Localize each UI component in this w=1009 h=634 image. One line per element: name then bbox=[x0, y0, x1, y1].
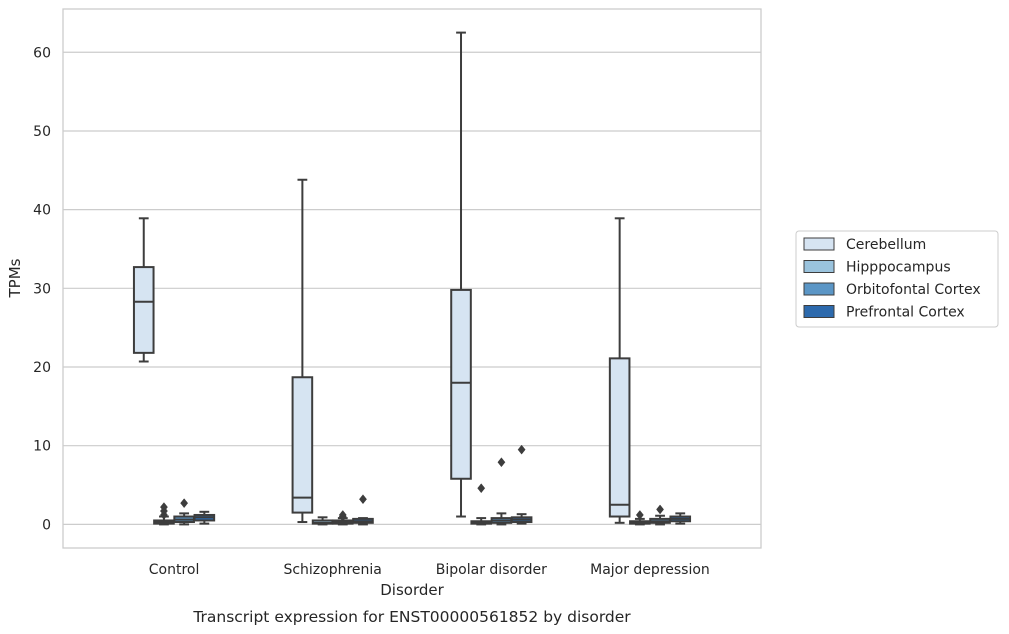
y-tick-label: 10 bbox=[33, 439, 51, 455]
x-tick-label: Major depression bbox=[590, 562, 710, 578]
box-orbitofontal-cortex bbox=[649, 504, 671, 526]
box-orbitofontal-cortex bbox=[331, 510, 354, 526]
box-cerebellum bbox=[608, 217, 631, 524]
legend-swatch bbox=[803, 237, 835, 251]
legend-label: Orbitofontal Cortex bbox=[846, 282, 981, 298]
legend: Cerebellum Hipppocampus Orbitofontal Corte… bbox=[795, 230, 999, 328]
y-tick-labels: 0 10 20 30 40 50 60 bbox=[33, 45, 51, 533]
x-tick-label: Control bbox=[149, 562, 200, 578]
plot-frame bbox=[62, 8, 762, 549]
y-tick-label: 0 bbox=[42, 517, 51, 533]
box-hipppocampus bbox=[311, 516, 334, 526]
legend-label: Hipppocampus bbox=[846, 260, 951, 276]
x-axis-label: Disorder bbox=[380, 581, 444, 599]
outlier-point bbox=[359, 494, 367, 505]
outlier-point bbox=[338, 510, 347, 520]
y-tick-label: 50 bbox=[33, 124, 51, 140]
box-groups bbox=[132, 31, 692, 526]
y-tick-label: 40 bbox=[33, 203, 51, 219]
box-cerebellum bbox=[450, 31, 472, 518]
outlier-point bbox=[477, 483, 486, 494]
outlier-point bbox=[180, 498, 189, 509]
legend-swatch bbox=[803, 282, 835, 296]
box-iqr bbox=[132, 266, 155, 354]
legend-swatch bbox=[803, 305, 835, 318]
box-prefrontal-cortex bbox=[510, 444, 533, 525]
box-cerebellum bbox=[132, 217, 155, 363]
box-iqr bbox=[608, 357, 631, 518]
box-cerebellum bbox=[291, 178, 314, 524]
box-prefrontal-cortex bbox=[669, 512, 692, 525]
outlier-point bbox=[635, 510, 644, 520]
y-axis-label: TPMs bbox=[6, 258, 24, 298]
y-tick-label: 30 bbox=[33, 281, 51, 297]
gridlines bbox=[63, 51, 761, 525]
box-orbitofontal-cortex bbox=[490, 457, 513, 526]
x-tick-label: Schizophrenia bbox=[283, 562, 381, 578]
chart-caption: Transcript expression for ENST0000056185… bbox=[192, 608, 631, 626]
y-tick-label: 60 bbox=[33, 45, 51, 61]
box-hipppocampus bbox=[629, 510, 651, 526]
outlier-point bbox=[656, 504, 664, 515]
x-tick-label: Bipolar disorder bbox=[436, 562, 547, 578]
outlier-point bbox=[497, 457, 506, 468]
x-tick-labels: Control Schizophrenia Bipolar disorder Majo… bbox=[149, 562, 710, 578]
box-iqr bbox=[450, 288, 472, 480]
legend-label: Cerebellum bbox=[846, 237, 926, 253]
legend-frame bbox=[795, 230, 999, 328]
box-prefrontal-cortex bbox=[352, 494, 374, 526]
box-hipppocampus bbox=[153, 502, 175, 526]
box-hipppocampus bbox=[470, 483, 493, 526]
outlier-point bbox=[517, 444, 526, 455]
box-iqr bbox=[291, 376, 314, 514]
legend-swatch bbox=[803, 260, 835, 273]
legend-label: Prefrontal Cortex bbox=[846, 305, 965, 321]
box-orbitofontal-cortex bbox=[173, 498, 195, 526]
outlier-point bbox=[160, 502, 168, 512]
box-prefrontal-cortex bbox=[193, 510, 216, 525]
y-tick-label: 20 bbox=[33, 360, 51, 376]
